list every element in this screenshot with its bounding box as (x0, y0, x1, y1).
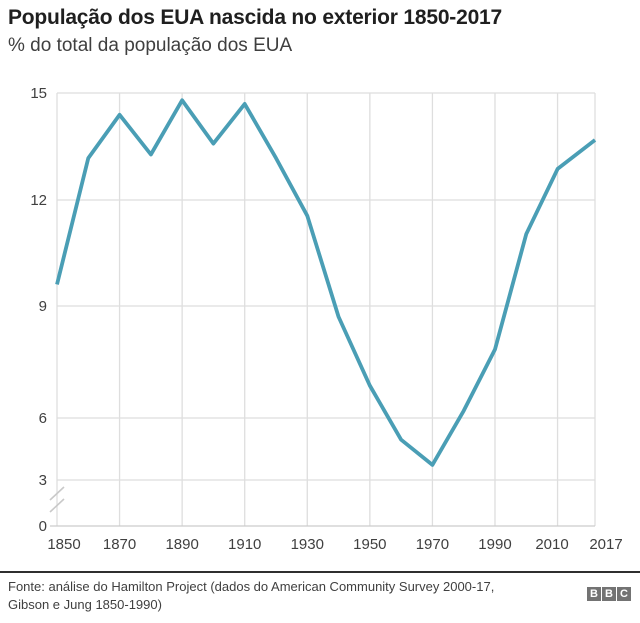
y-tick-label-9: 9 (39, 298, 47, 315)
x-tick-label-1870: 1870 (103, 536, 136, 553)
x-tick-label-1910: 1910 (228, 536, 261, 553)
y-tick-label-12: 12 (30, 192, 47, 209)
x-tick-label-1990: 1990 (478, 536, 511, 553)
y-tick-label-0: 0 (39, 518, 47, 535)
axis-break-icon (49, 498, 65, 513)
y-tick-label-6: 6 (39, 410, 47, 427)
x-tick-label-1950: 1950 (353, 536, 386, 553)
source-line-1: Fonte: análise do Hamilton Project (dado… (8, 579, 495, 594)
source-text: Fonte: análise do Hamilton Project (dado… (8, 578, 494, 614)
x-tick-label-1890: 1890 (165, 536, 198, 553)
x-tick-label-2017: 2017 (589, 536, 622, 553)
y-tick-label-3: 3 (39, 472, 47, 489)
x-tick-label-1970: 1970 (416, 536, 449, 553)
footer-divider (0, 571, 640, 573)
x-tick-label-2010: 2010 (535, 536, 568, 553)
bbc-logo-letter-1: B (587, 587, 601, 601)
y-tick-label-15: 15 (30, 85, 47, 102)
chart-title: População dos EUA nascida no exterior 18… (8, 6, 503, 29)
chart-subtitle: % do total da população dos EUA (8, 35, 293, 56)
foreign-born-share-line (55, 98, 597, 467)
bbc-logo-letter-2: B (602, 587, 616, 601)
x-tick-label-1850: 1850 (47, 536, 80, 553)
source-line-2: Gibson e Jung 1850-1990) (8, 597, 162, 612)
bbc-logo-letter-3: C (617, 587, 631, 601)
x-tick-label-1930: 1930 (291, 536, 324, 553)
axis-break-icon (49, 486, 65, 501)
